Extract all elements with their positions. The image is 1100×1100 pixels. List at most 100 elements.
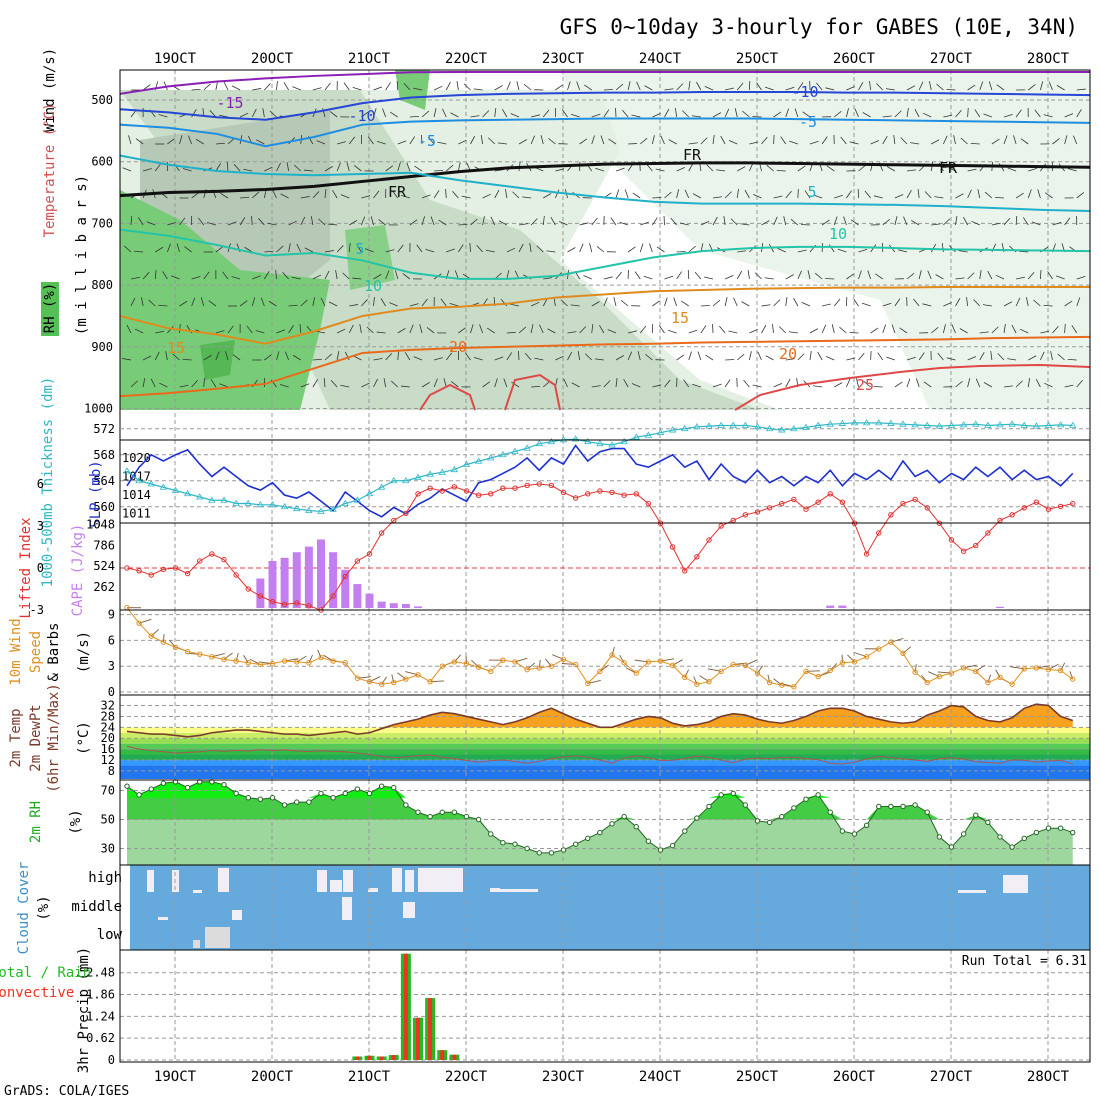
wind10-point <box>548 663 555 669</box>
wind-barb <box>825 355 835 361</box>
date-label-top: 19OCT <box>154 51 197 67</box>
thickness-point <box>862 419 871 426</box>
cape-bar <box>256 578 265 608</box>
wind-barb <box>215 142 225 145</box>
rh-point <box>524 845 530 852</box>
slp-thickness-panel <box>119 439 1091 524</box>
wind-barb <box>461 195 471 199</box>
wind-barb <box>288 304 298 307</box>
ylabel-speed: Speed <box>28 631 44 673</box>
wind10-barb <box>699 675 710 683</box>
wind-barb <box>373 86 383 91</box>
wind10-point <box>827 667 833 674</box>
wind-barb <box>615 378 618 388</box>
wind-barb <box>293 164 302 172</box>
wind-barb <box>225 351 229 361</box>
wind-barb <box>894 298 901 307</box>
thickness-point <box>474 457 483 464</box>
wind-barb <box>971 220 980 226</box>
ylabel-rh-units: (%) <box>68 809 84 834</box>
wind-barb <box>473 88 483 91</box>
wind-barb <box>251 215 253 226</box>
rh-point <box>863 822 870 828</box>
rh-point <box>936 834 943 840</box>
wind-barb <box>232 354 241 361</box>
temp-band <box>120 738 1090 744</box>
wind-barb <box>146 221 156 226</box>
rh-zone-green <box>200 340 235 380</box>
wind-barb <box>994 196 1005 199</box>
wind-barb <box>640 221 649 226</box>
wind-barb <box>1015 297 1021 307</box>
wind-barb <box>482 216 485 226</box>
thickness-point <box>208 496 216 503</box>
rh-point <box>851 831 858 837</box>
wind-barb <box>571 382 580 388</box>
wind10-point <box>391 679 397 686</box>
wind-barb <box>516 81 520 91</box>
wind-barb <box>603 276 613 280</box>
wind-barb <box>794 108 799 118</box>
wind-barb <box>1048 81 1053 91</box>
wind-barb <box>215 163 221 172</box>
wind-barb <box>402 273 411 280</box>
wind-barb <box>922 303 932 307</box>
wind-barb <box>482 110 490 118</box>
wind-barb <box>1040 351 1045 361</box>
wind-barb <box>959 328 968 334</box>
wind-barb <box>267 222 277 226</box>
wind-barb <box>223 81 229 91</box>
wind-barb <box>208 300 217 307</box>
wind-barb <box>1043 304 1053 307</box>
wind-barb <box>676 166 686 172</box>
wind-barb <box>352 277 362 280</box>
wind-barb <box>1019 250 1029 253</box>
wind-barb <box>997 353 1005 361</box>
wind-barb <box>262 108 265 118</box>
wind-barb <box>779 326 787 334</box>
isotherm-line <box>734 363 1091 411</box>
wind10-barb <box>773 678 783 686</box>
cloud-level-label: middle <box>71 899 122 915</box>
cape-tick: 1048 <box>86 517 115 531</box>
wind10-point <box>754 670 761 676</box>
wind-barb <box>785 297 788 307</box>
wind-barb <box>179 217 186 226</box>
wind-barb <box>1003 385 1013 388</box>
wind-barb <box>316 140 326 145</box>
wind-barb <box>691 115 701 118</box>
thickness-point <box>438 468 446 475</box>
wind-barb <box>1052 221 1062 226</box>
wind-barb <box>320 297 326 307</box>
wind-barb <box>937 352 944 361</box>
wind-barb <box>724 108 730 118</box>
cloud-bar <box>368 888 378 892</box>
lifted-index-point <box>1070 500 1076 507</box>
wind-barb <box>1027 189 1032 199</box>
wind-barb <box>1050 351 1053 361</box>
wind-barb <box>562 109 568 118</box>
wind-barb <box>777 247 786 253</box>
wind-barb <box>712 299 721 307</box>
precip-tick: 1.86 <box>86 988 115 1002</box>
lifted-index-point <box>330 593 336 599</box>
wind-barb <box>312 191 320 199</box>
wind-barb <box>385 165 394 172</box>
wind-barb <box>142 272 150 280</box>
wind-barb <box>793 297 799 307</box>
wind10-point <box>1045 666 1052 673</box>
wind-barb <box>445 188 447 199</box>
cape-bar <box>280 557 289 608</box>
wind-barb <box>518 326 527 334</box>
precip-bar-convective <box>355 1056 360 1060</box>
lifted-index-point <box>960 548 967 554</box>
wind-barb <box>1064 384 1074 388</box>
wind-barb <box>858 248 868 253</box>
wind-barb <box>555 189 560 199</box>
wind-barb <box>517 350 520 361</box>
wind-barb <box>567 247 576 253</box>
thickness-point <box>620 437 628 445</box>
wind10-point <box>645 659 652 665</box>
lifted-index-point <box>257 593 264 599</box>
rh-point <box>779 813 785 820</box>
